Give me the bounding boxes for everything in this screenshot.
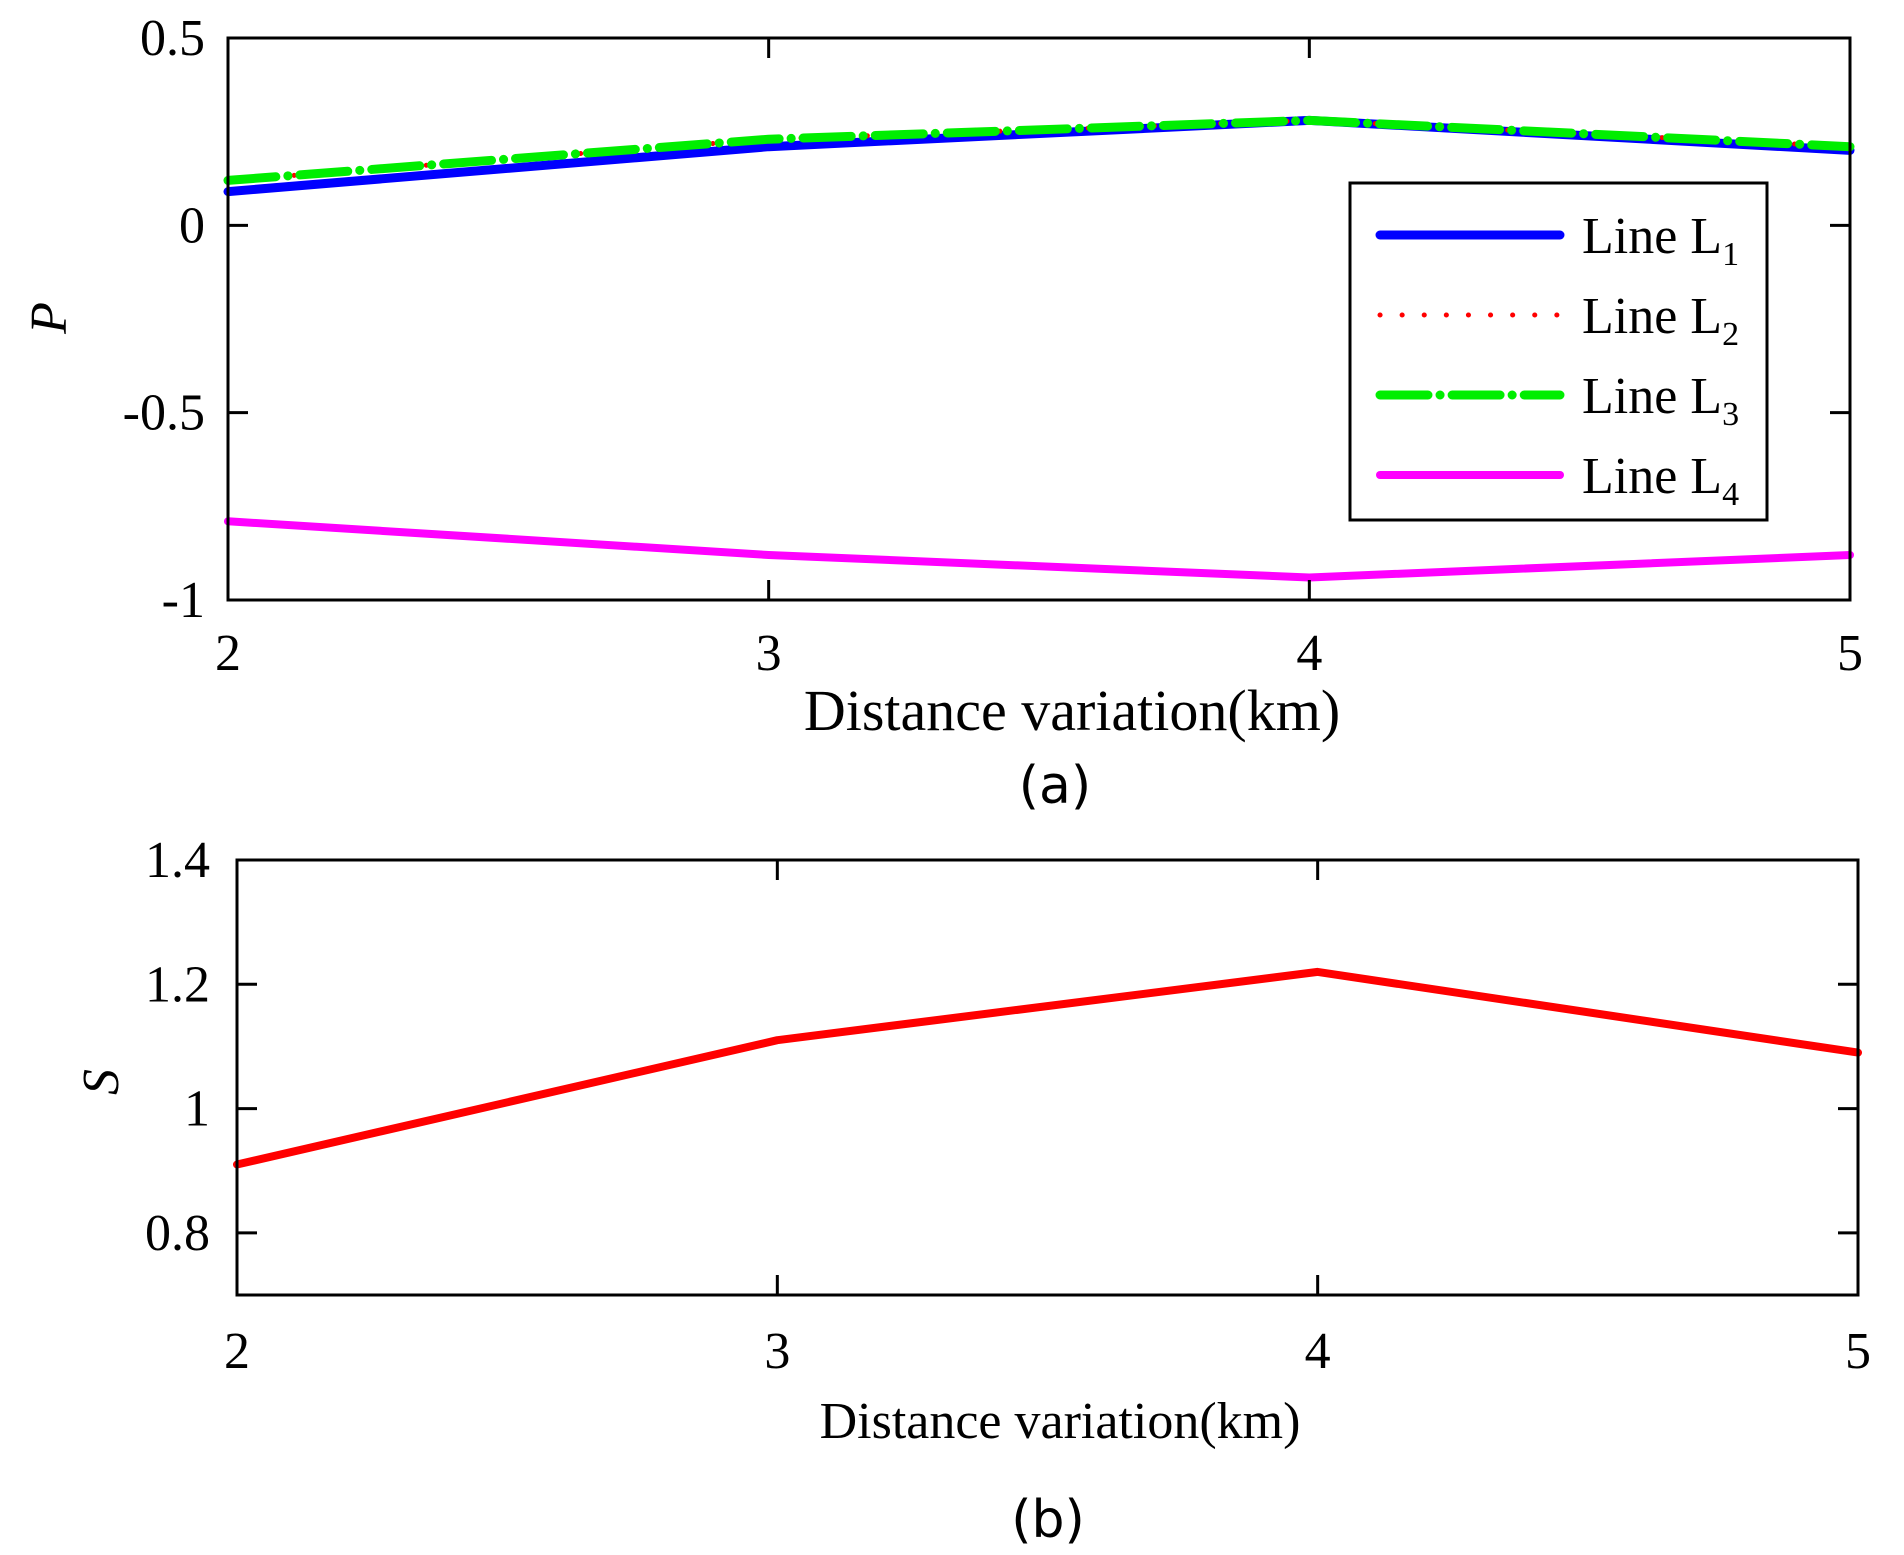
panel-b-x-tick-label: 2 (224, 1323, 250, 1380)
legend-label-2: Line L2 (1582, 288, 1739, 353)
panel-a-series-line-4 (224, 517, 1854, 582)
panel-b-y-tick-label: 1.2 (145, 956, 210, 1013)
panel-b-x-axis-label: Distance variation(km) (820, 1393, 1301, 1450)
panel-a-x-axis-label: Distance variation(km) (804, 678, 1340, 743)
panel-b-y-tick-label: 1.4 (145, 832, 210, 889)
panel-a-x-tick-label: 4 (1296, 625, 1322, 682)
panel-a-chart: 2 3 4 50.50-0.5-1 P Distance variation(km) … (21, 10, 1863, 816)
legend-label-subscript: 3 (1722, 396, 1739, 433)
panel-a-y-axis-label: P (21, 302, 78, 335)
panel-a-legend: Line L1 Line L2 Line L3 Line L4 (1348, 181, 1769, 522)
panel-b-x-tick-label: 4 (1305, 1323, 1331, 1380)
panel-b-series-line-1 (233, 967, 1862, 1169)
legend-label-4: Line L4 (1582, 448, 1739, 513)
panel-a-axes-group: 2 3 4 5 0.5 0 -0.5 -1 (123, 10, 1863, 682)
panel-b-y-axis-label: S (73, 1069, 130, 1095)
panel-b-series-group (233, 967, 1862, 1169)
panel-a-y-tick-label: 0.5 (140, 10, 205, 67)
panel-b-x-tick-label: 5 (1845, 1323, 1871, 1380)
legend-label-subscript: 1 (1722, 236, 1739, 273)
panel-b-y-tick-label: 1 (184, 1081, 210, 1138)
panel-a-series-line-3 (223, 115, 1855, 185)
panel-a-x-tick-label: 2 (215, 625, 241, 682)
legend-label-3: Line L3 (1582, 368, 1739, 433)
legend-label-subscript: 2 (1722, 316, 1739, 353)
panel-a-x-tick-label: 5 (1837, 625, 1863, 682)
panel-b-caption: (b) (1011, 1490, 1085, 1550)
panel-a-x-tick-label: 3 (756, 625, 782, 682)
panel-a-y-tick-label: 0 (179, 197, 205, 254)
panel-a-caption: (a) (1019, 756, 1091, 816)
panel-b-plot-frame (235, 858, 1860, 1297)
panel-b-chart: 2 3 4 51.41.210.8 S Distance variation(km) … (73, 832, 1871, 1550)
panel-b-y-tick-label: 0.8 (145, 1205, 210, 1262)
panel-a-plot-frame (226, 36, 1852, 602)
panel-a-y-tick-label: -1 (162, 572, 205, 629)
legend-label-subscript: 4 (1722, 476, 1739, 513)
panel-a-y-tick-label: -0.5 (123, 385, 205, 442)
panel-b-axes-group: 2 3 4 5 1.4 1.2 1 0.8 (145, 832, 1871, 1380)
panel-b-x-tick-label: 3 (764, 1323, 790, 1380)
legend-label-1: Line L1 (1582, 208, 1739, 273)
panel-a-series-group (223, 115, 1855, 582)
